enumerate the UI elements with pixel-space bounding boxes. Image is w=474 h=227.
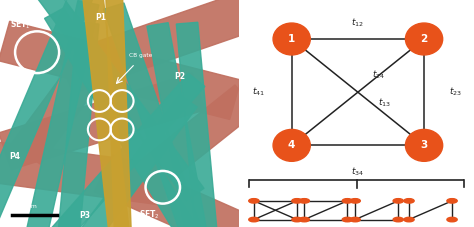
Text: $t_{12}$: $t_{12}$: [351, 17, 365, 29]
Text: 3: 3: [420, 140, 428, 150]
Text: CB gate: CB gate: [129, 53, 153, 58]
Bar: [0, 73, 205, 170]
Circle shape: [393, 199, 403, 203]
Text: P4: P4: [9, 152, 20, 161]
Text: P3: P3: [79, 211, 90, 220]
Bar: [106, 0, 131, 227]
Bar: [94, 155, 264, 227]
Text: $t_{24}$: $t_{24}$: [372, 68, 385, 81]
Circle shape: [299, 199, 310, 203]
Circle shape: [292, 217, 302, 222]
Bar: [36, 0, 204, 200]
Circle shape: [273, 129, 310, 161]
Circle shape: [299, 217, 310, 222]
Text: $t_{13}$: $t_{13}$: [378, 96, 391, 109]
Text: $t_{41}$: $t_{41}$: [252, 86, 265, 99]
Circle shape: [404, 199, 414, 203]
Circle shape: [393, 217, 403, 222]
Bar: [0, 21, 241, 119]
Circle shape: [342, 217, 353, 222]
Circle shape: [405, 129, 443, 161]
Text: 4: 4: [288, 140, 295, 150]
Bar: [103, 3, 205, 227]
Circle shape: [447, 217, 457, 222]
Bar: [0, 140, 170, 205]
Text: $t_{23}$: $t_{23}$: [448, 86, 462, 99]
Circle shape: [404, 217, 414, 222]
Bar: [176, 22, 219, 227]
Bar: [147, 23, 210, 227]
Text: P1: P1: [96, 13, 107, 22]
Text: $t_{34}$: $t_{34}$: [351, 166, 365, 178]
Text: 2: 2: [420, 34, 428, 44]
Bar: [23, 1, 99, 227]
Text: 200 nm: 200 nm: [13, 204, 37, 209]
Bar: [82, 0, 130, 227]
Bar: [42, 95, 197, 227]
Circle shape: [405, 23, 443, 55]
Circle shape: [342, 199, 353, 203]
Circle shape: [447, 199, 457, 203]
Circle shape: [249, 199, 259, 203]
Bar: [45, 8, 195, 227]
Text: P2: P2: [175, 72, 186, 81]
Text: 1: 1: [288, 34, 295, 44]
Bar: [35, 73, 205, 227]
Bar: [125, 85, 258, 199]
Bar: [11, 52, 109, 164]
Circle shape: [292, 199, 302, 203]
Bar: [56, 22, 99, 227]
Text: SET$_1$: SET$_1$: [9, 18, 30, 31]
Text: SET$_2$: SET$_2$: [139, 209, 160, 221]
Circle shape: [249, 217, 259, 222]
Circle shape: [273, 23, 310, 55]
Bar: [0, 0, 96, 227]
Circle shape: [350, 199, 360, 203]
Circle shape: [350, 217, 360, 222]
Bar: [58, 0, 253, 93]
